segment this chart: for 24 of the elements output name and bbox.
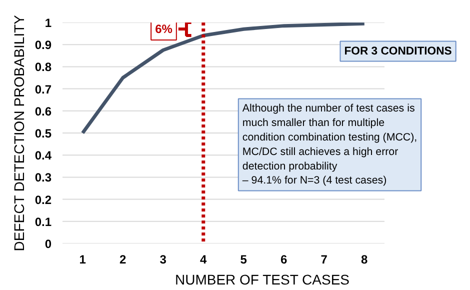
y-tick-label: 0.2	[34, 192, 52, 207]
x-tick-label: 6	[280, 252, 288, 266]
x-tick-label: 2	[120, 252, 127, 266]
y-tick-label: 0.9	[34, 38, 52, 52]
x-tick-label: 7	[320, 252, 328, 266]
y-tick-label: 0.1	[34, 214, 52, 229]
y-tick-label: 0.6	[34, 104, 52, 118]
y-tick-label: 0.8	[34, 60, 52, 74]
x-tick-label: 8	[361, 252, 368, 266]
y-tick-label: 0	[44, 237, 52, 251]
y-tick-label: 0.3	[34, 170, 52, 185]
y-tick-label: 0.4	[34, 148, 52, 163]
y-tick-label: 0.5	[34, 126, 52, 140]
x-tick-label: 4	[200, 252, 208, 266]
annotation: 6%	[155, 22, 173, 36]
x-tick-label: 1	[79, 252, 86, 266]
annotation: FOR 3 CONDITIONS	[344, 45, 452, 58]
x-tick-label: 5	[240, 252, 248, 266]
x-tick-label: 3	[160, 252, 167, 266]
annotation: Although the number of test cases is much smaller than for multiple condition combination testing (MCC), MC/DC still achieves a high error detection probability – 94.1% for N=3 (4 test cases)	[242, 102, 418, 187]
y-tick-label: 1	[44, 16, 52, 30]
y-axis-title: DEFECT DETECTION PROBABILITY	[10, 14, 27, 252]
y-tick-label: 0.7	[34, 82, 52, 96]
x-axis-title: NUMBER OF TEST CASES	[174, 272, 350, 288]
